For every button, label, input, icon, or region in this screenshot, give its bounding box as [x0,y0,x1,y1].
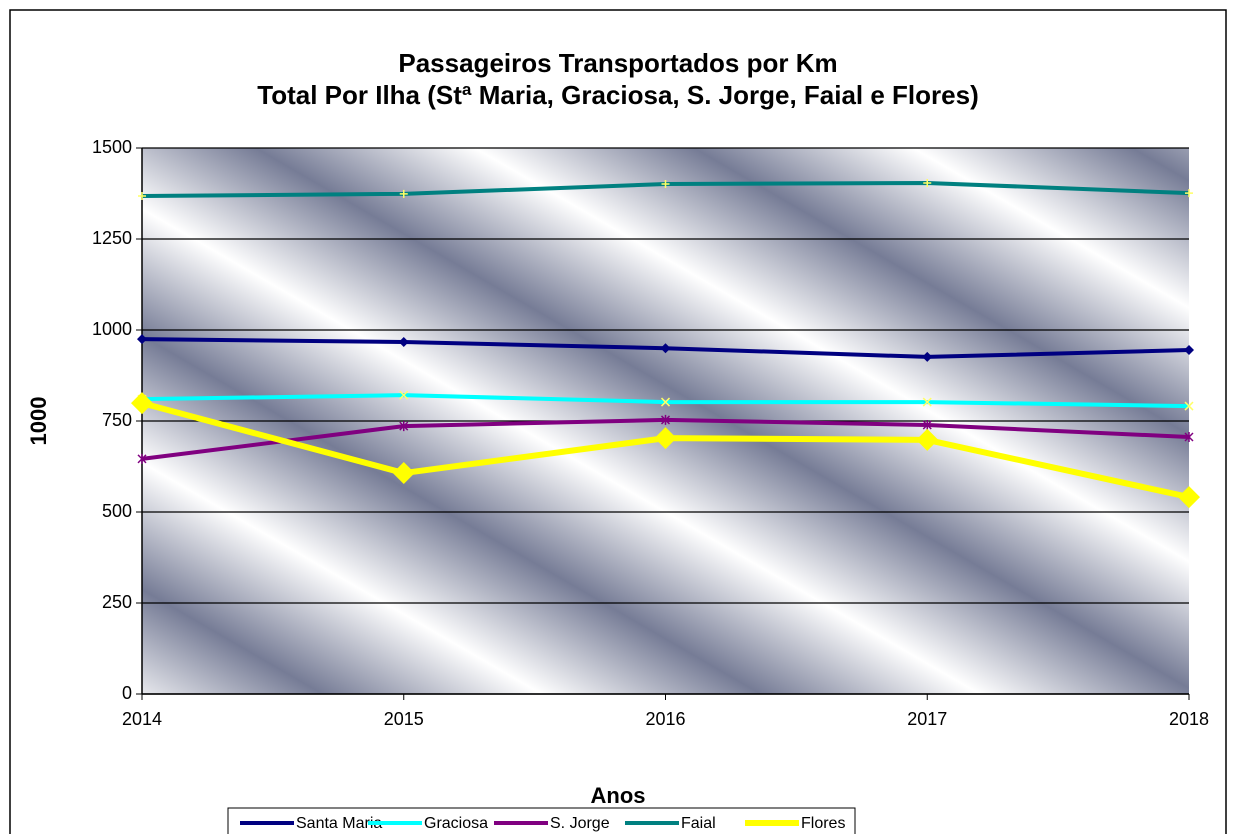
marker [1184,345,1194,356]
y-tick-label: 1000 [92,319,132,339]
marker [922,397,932,407]
marker [137,334,147,345]
legend-label: S. Jorge [550,815,610,832]
x-tick-label: 2014 [122,709,162,729]
x-tick-label: 2015 [384,709,424,729]
marker [923,178,932,187]
y-axis-label: 1000 [26,397,51,446]
marker [660,414,671,425]
x-tick-label: 2017 [907,709,947,729]
marker [399,421,409,432]
chart-subtitle: Total Por Ilha (Stª Maria, Graciosa, S. … [257,80,978,110]
marker [398,337,409,348]
y-tick-label: 0 [122,683,132,703]
marker [922,420,932,431]
y-tick-label: 750 [102,410,132,430]
marker [1178,486,1200,509]
marker [1184,432,1194,443]
marker [392,462,415,485]
x-axis-label: Anos [591,783,646,808]
marker [660,343,671,354]
y-tick-label: 1250 [92,228,132,248]
y-tick-label: 500 [102,501,132,521]
marker [922,351,933,362]
marker [399,189,408,198]
chart-title: Passageiros Transportados por Km [398,48,837,78]
x-tick-label: 2018 [1169,709,1209,729]
marker [131,392,153,415]
marker [660,397,671,407]
legend-label: Flores [801,815,845,832]
marker [138,192,146,201]
x-tick-label: 2016 [645,709,685,729]
marker [1184,401,1194,411]
marker [1185,189,1193,198]
marker [137,453,147,464]
legend-label: Faial [681,815,716,832]
y-tick-label: 1500 [92,137,132,157]
legend-label: Graciosa [424,815,488,832]
legend-label: Santa Maria [296,815,382,832]
y-tick-label: 250 [102,592,132,612]
marker [399,390,409,400]
marker [916,428,939,451]
legend: Santa Maria Graciosa S. Jorge Faial Flores [227,807,856,834]
marker [661,180,670,189]
marker [654,427,677,450]
